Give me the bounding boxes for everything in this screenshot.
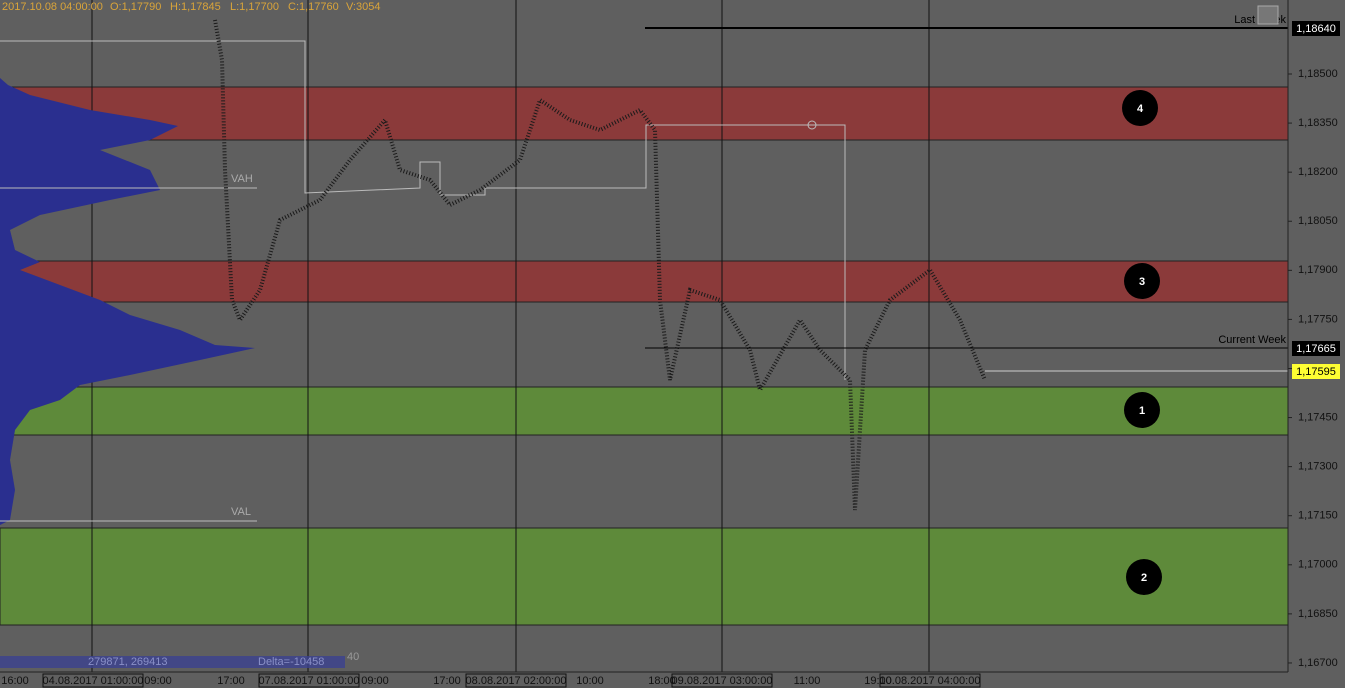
price-label: 1,18350 (1298, 117, 1338, 129)
footer-bar (0, 656, 345, 668)
val-label: VAL (231, 506, 251, 518)
price-label: 1,17450 (1298, 411, 1338, 423)
zone-badges: 4 3 1 2 (1122, 90, 1162, 595)
price-label: 1,17900 (1298, 264, 1338, 276)
time-axis (0, 672, 1288, 688)
price-flag-label: 1,17665 (1296, 343, 1336, 355)
price-bars (213, 19, 987, 511)
current-week-label: Current Week (1218, 334, 1286, 346)
price-label: 1,18050 (1298, 215, 1338, 227)
price-label: 1,17300 (1298, 461, 1338, 473)
zone-number: 3 (1139, 276, 1145, 288)
high: H:1,17845 (170, 1, 221, 13)
zone-number: 1 (1139, 405, 1145, 417)
price-label: 1,17750 (1298, 313, 1338, 325)
session-lines (91, 0, 930, 672)
session-box (465, 673, 567, 688)
session-box (258, 673, 360, 688)
time-label: 09:00 (144, 675, 172, 687)
zone-red (0, 260, 1289, 303)
session-label: 07.08.2017 01:00:00 (259, 675, 360, 687)
time-label: 18:00 (648, 675, 676, 687)
price-flag (1292, 364, 1340, 379)
scroll-end-button[interactable] (1257, 5, 1279, 25)
price-label: 1,16700 (1298, 657, 1338, 669)
footer-delta: Delta=-10458 (258, 656, 324, 668)
price-flag (1292, 21, 1340, 36)
footer-count: 40 (347, 651, 359, 663)
price-label: 1,17000 (1298, 559, 1338, 571)
price-flag-label: 1,17595 (1296, 366, 1336, 378)
volume-profile (0, 78, 255, 525)
price-flag-label: 1,18640 (1296, 23, 1336, 35)
vah-label: VAH (231, 173, 253, 185)
close: C:1,17760 (288, 1, 339, 13)
low: L:1,17700 (230, 1, 279, 13)
time-label: 16:00 (1, 675, 29, 687)
session-box (671, 673, 773, 688)
footer-volumes: 279871, 269413 (88, 656, 168, 668)
session-label: 08.08.2017 02:00:00 (466, 675, 567, 687)
session-box (879, 673, 981, 688)
time-label: 10:00 (576, 675, 604, 687)
time-label: 17:00 (217, 675, 245, 687)
volume: V:3054 (346, 1, 380, 13)
zone-green (0, 527, 1289, 626)
price-flag (1292, 341, 1340, 356)
time-label: 09:00 (361, 675, 389, 687)
session-label: 04.08.2017 01:00:00 (43, 675, 144, 687)
session-label: 09.08.2017 03:00:00 (672, 675, 773, 687)
session-label: 10.08.2017 04:00:00 (880, 675, 981, 687)
zone-green (0, 386, 1289, 436)
datetime: 2017.10.08 04:00:00 (2, 1, 103, 13)
zone-number: 4 (1137, 103, 1144, 115)
price-label: 1,16850 (1298, 608, 1338, 620)
open: O:1,17790 (110, 1, 161, 13)
price-label: 1,17150 (1298, 510, 1338, 522)
session-box (42, 673, 144, 688)
time-label: 19:00 (864, 675, 892, 687)
price-label: 1,18500 (1298, 68, 1338, 80)
time-label: 11:00 (794, 675, 821, 687)
price-label: 1,18200 (1298, 166, 1338, 178)
zone-number: 2 (1141, 572, 1147, 584)
ohlc-header: 2017.10.08 04:00:00 O:1,17790 H:1,17845 … (2, 1, 380, 13)
time-label: 17:00 (433, 675, 461, 687)
